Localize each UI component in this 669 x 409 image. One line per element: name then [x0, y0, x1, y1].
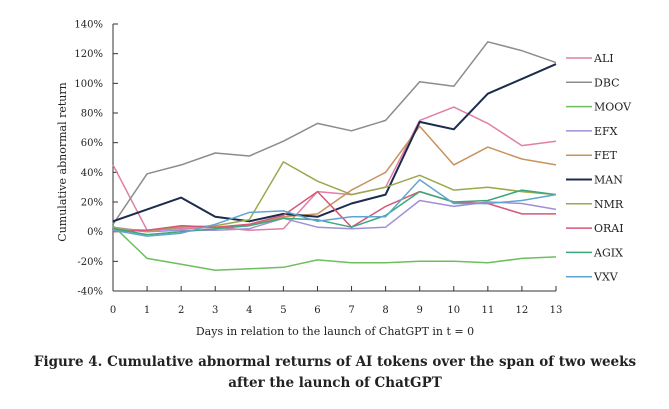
x-tick-label: 11: [481, 305, 494, 316]
y-axis-title: Cumulative abnormal return: [56, 82, 69, 241]
legend-label-agix: AGIX: [593, 246, 623, 259]
legend-label-ali: ALI: [593, 52, 614, 65]
series-line-moov: [112, 225, 557, 271]
x-tick-label: 2: [178, 305, 184, 316]
x-tick-label: 6: [314, 305, 320, 316]
y-tick-label: 60%: [81, 138, 103, 149]
y-tick-label: 80%: [81, 109, 103, 120]
caption-line-2: after the launch of ChatGPT: [228, 375, 442, 391]
x-tick-label: 3: [212, 305, 218, 316]
x-tick-label: 12: [516, 305, 529, 316]
x-tick-label: 1: [144, 305, 150, 316]
series-line-nmr: [112, 161, 557, 231]
legend-label-efx: EFX: [594, 125, 618, 138]
y-tick-label: 140%: [74, 20, 103, 31]
legend-label-nmr: NMR: [594, 198, 624, 211]
y-tick-label: 100%: [74, 79, 103, 90]
x-tick-label: 13: [550, 305, 563, 316]
x-tick-label: 4: [246, 305, 252, 316]
y-tick-label: -40%: [77, 287, 103, 298]
caption-line-1: Figure 4. Cumulative abnormal returns of…: [33, 354, 637, 370]
series-line-vxv: [112, 179, 557, 237]
x-tick-label: 5: [280, 305, 286, 316]
legend-label-vxv: VXV: [593, 271, 619, 284]
legend-label-man: MAN: [594, 174, 623, 187]
y-tick-label: -20%: [77, 257, 103, 268]
legend-label-orai: ORAI: [594, 222, 624, 235]
figure-caption: Figure 4. Cumulative abnormal returns of…: [30, 352, 640, 394]
x-tick-label: 0: [110, 305, 116, 316]
y-tick-label: 40%: [81, 168, 103, 179]
y-tick-label: 0%: [87, 227, 103, 238]
legend-label-moov: MOOV: [594, 101, 632, 114]
x-tick-label: 8: [382, 305, 388, 316]
line-chart: Cumulative abnormal return Days in relat…: [56, 20, 632, 339]
legend-label-dbc: DBC: [594, 76, 620, 89]
series-line-ali: [112, 106, 557, 231]
x-tick-label: 7: [348, 305, 354, 316]
series-line-fet: [112, 125, 557, 233]
y-tick-label: 20%: [81, 198, 103, 209]
x-tick-label: 9: [417, 305, 423, 316]
series-line-dbc: [112, 41, 557, 225]
legend-label-fet: FET: [594, 149, 618, 162]
series-line-man: [112, 63, 557, 223]
y-tick-label: 120%: [74, 49, 103, 60]
x-tick-label: 10: [447, 305, 460, 316]
x-axis-title: Days in relation to the launch of ChatGP…: [196, 325, 474, 338]
